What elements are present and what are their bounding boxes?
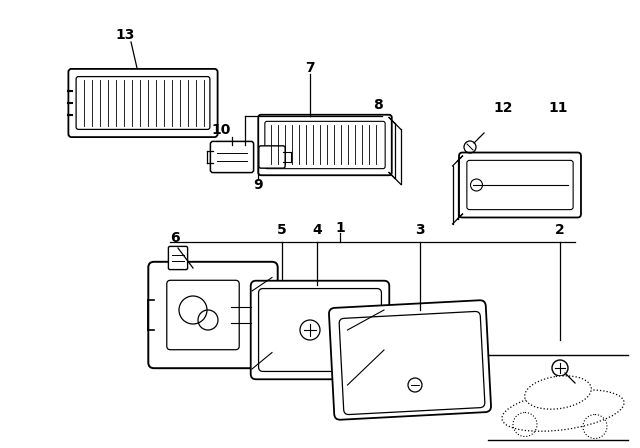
Text: 6: 6 <box>170 231 180 245</box>
Text: 3: 3 <box>415 223 425 237</box>
Text: 13: 13 <box>115 28 134 42</box>
Text: 1: 1 <box>335 221 345 235</box>
FancyBboxPatch shape <box>467 160 573 210</box>
Text: 9: 9 <box>253 178 263 192</box>
FancyBboxPatch shape <box>167 280 239 350</box>
FancyBboxPatch shape <box>211 142 253 172</box>
FancyBboxPatch shape <box>251 281 389 379</box>
Text: 11: 11 <box>548 101 568 115</box>
Text: 8: 8 <box>373 98 383 112</box>
FancyBboxPatch shape <box>265 121 385 168</box>
Text: 2: 2 <box>555 223 565 237</box>
FancyBboxPatch shape <box>68 69 218 137</box>
FancyBboxPatch shape <box>459 152 581 217</box>
FancyBboxPatch shape <box>339 311 485 414</box>
FancyBboxPatch shape <box>329 300 491 420</box>
FancyBboxPatch shape <box>168 246 188 270</box>
FancyBboxPatch shape <box>259 289 381 371</box>
Text: 5: 5 <box>277 223 287 237</box>
Ellipse shape <box>502 390 624 431</box>
Text: 10: 10 <box>211 123 230 137</box>
FancyBboxPatch shape <box>259 115 392 175</box>
FancyBboxPatch shape <box>76 77 210 129</box>
FancyBboxPatch shape <box>259 146 285 168</box>
FancyBboxPatch shape <box>148 262 278 368</box>
Ellipse shape <box>525 376 591 409</box>
Text: 12: 12 <box>493 101 513 115</box>
Text: 7: 7 <box>305 61 315 75</box>
Text: 4: 4 <box>312 223 322 237</box>
